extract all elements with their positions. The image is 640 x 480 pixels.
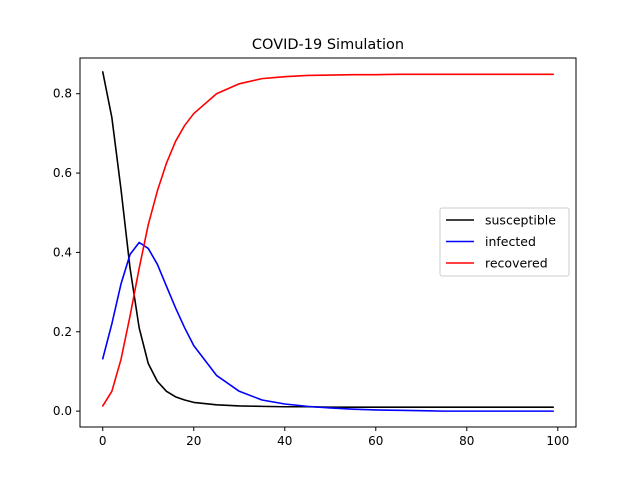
- legend-label-recovered: recovered: [485, 256, 548, 271]
- x-tick-label: 100: [546, 434, 569, 448]
- legend: susceptible infected recovered: [439, 207, 570, 277]
- y-tick-label: 0.2: [53, 325, 72, 339]
- x-tick-label: 0: [99, 434, 107, 448]
- y-tick-label: 0.4: [53, 245, 72, 259]
- x-axis: 0 20 40 60 80 100: [99, 427, 569, 448]
- axes-frame: [79, 57, 577, 428]
- y-tick-label: 0.0: [53, 404, 72, 418]
- x-tick-label: 80: [459, 434, 474, 448]
- chart-title: COVID-19 Simulation: [252, 37, 404, 53]
- x-tick-label: 20: [186, 434, 201, 448]
- series-line-infected: [101, 241, 555, 412]
- plot-area: [101, 71, 555, 412]
- series-line-susceptible: [101, 71, 555, 408]
- x-tick-label: 60: [368, 434, 383, 448]
- y-tick-label: 0.8: [53, 87, 72, 101]
- y-axis: 0.0 0.2 0.4 0.6 0.8: [53, 87, 80, 418]
- legend-box: [439, 207, 570, 277]
- series-line-recovered: [101, 73, 555, 407]
- y-tick-label: 0.6: [53, 166, 72, 180]
- legend-label-infected: infected: [485, 234, 536, 249]
- x-tick-label: 40: [277, 434, 292, 448]
- legend-label-susceptible: susceptible: [485, 213, 556, 228]
